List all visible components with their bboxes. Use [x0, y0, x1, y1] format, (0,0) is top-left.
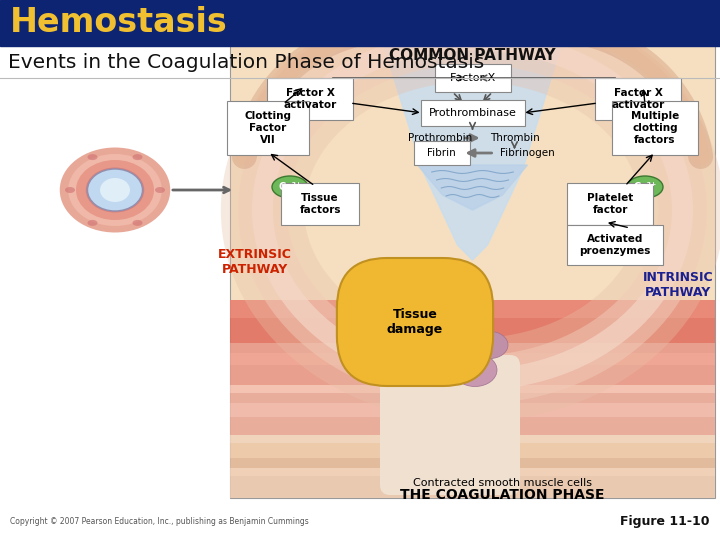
- Ellipse shape: [68, 154, 162, 226]
- Ellipse shape: [88, 220, 97, 226]
- Text: Multiple
clotting
factors: Multiple clotting factors: [631, 111, 679, 145]
- Text: Hemostasis: Hemostasis: [10, 6, 228, 39]
- Bar: [230, 458, 715, 468]
- Bar: [230, 476, 715, 498]
- Text: Prothrombinase: Prothrombinase: [428, 108, 516, 118]
- Bar: [230, 343, 715, 353]
- Bar: [230, 353, 715, 365]
- FancyBboxPatch shape: [612, 101, 698, 155]
- Ellipse shape: [627, 176, 663, 198]
- Text: Copyright © 2007 Pearson Education, Inc., publishing as Benjamin Cummings: Copyright © 2007 Pearson Education, Inc.…: [10, 517, 309, 526]
- Ellipse shape: [463, 314, 493, 336]
- Bar: [230, 42, 715, 498]
- Text: THE COAGULATION PHASE: THE COAGULATION PHASE: [400, 488, 605, 502]
- Bar: [230, 417, 715, 435]
- Ellipse shape: [88, 154, 97, 160]
- Text: Platelet
factor: Platelet factor: [587, 193, 633, 215]
- Ellipse shape: [86, 167, 144, 213]
- Text: Figure 11-10: Figure 11-10: [621, 516, 710, 529]
- Ellipse shape: [412, 334, 468, 376]
- FancyBboxPatch shape: [380, 355, 520, 495]
- Bar: [230, 300, 715, 318]
- Polygon shape: [382, 42, 562, 260]
- Ellipse shape: [397, 332, 433, 359]
- Text: Events in the Coagulation Phase of Hemostasis: Events in the Coagulation Phase of Hemos…: [8, 52, 485, 71]
- Text: Ca²⁺: Ca²⁺: [634, 182, 657, 192]
- Text: Ca²⁺: Ca²⁺: [279, 182, 302, 192]
- FancyBboxPatch shape: [413, 141, 469, 165]
- Text: Clotting
Factor
VII: Clotting Factor VII: [245, 111, 292, 145]
- FancyBboxPatch shape: [595, 78, 681, 120]
- Text: Thrombin: Thrombin: [490, 133, 539, 143]
- Ellipse shape: [92, 172, 138, 207]
- Text: Prothrombin: Prothrombin: [408, 133, 472, 143]
- Ellipse shape: [132, 220, 143, 226]
- Ellipse shape: [272, 176, 308, 198]
- Bar: [230, 403, 715, 417]
- Text: Activated
proenzymes: Activated proenzymes: [580, 234, 651, 256]
- Bar: [230, 435, 715, 443]
- Text: Tissue
damage: Tissue damage: [387, 308, 443, 336]
- Text: INTRINSIC
PATHWAY: INTRINSIC PATHWAY: [643, 271, 714, 299]
- Bar: [230, 468, 715, 476]
- Text: Tissue
factors: Tissue factors: [300, 193, 341, 215]
- Ellipse shape: [100, 178, 130, 202]
- Ellipse shape: [453, 354, 497, 387]
- Text: Contracted smooth muscle cells: Contracted smooth muscle cells: [413, 478, 592, 488]
- Ellipse shape: [440, 325, 480, 355]
- Ellipse shape: [414, 358, 446, 382]
- Bar: [230, 385, 715, 393]
- FancyBboxPatch shape: [567, 225, 663, 265]
- Bar: [230, 393, 715, 403]
- Text: Factor X
activator: Factor X activator: [284, 88, 337, 110]
- FancyBboxPatch shape: [420, 100, 524, 126]
- FancyBboxPatch shape: [267, 78, 353, 120]
- Polygon shape: [418, 165, 528, 210]
- Ellipse shape: [472, 332, 508, 359]
- FancyBboxPatch shape: [567, 183, 653, 225]
- Text: Factor X: Factor X: [450, 73, 495, 83]
- Text: EXTRINSIC
PATHWAY: EXTRINSIC PATHWAY: [218, 248, 292, 276]
- Text: Fibrinogen: Fibrinogen: [500, 148, 555, 158]
- FancyBboxPatch shape: [434, 64, 510, 92]
- Ellipse shape: [132, 154, 143, 160]
- FancyBboxPatch shape: [227, 101, 309, 155]
- Text: Fibrin: Fibrin: [427, 148, 456, 158]
- Ellipse shape: [88, 169, 143, 211]
- Ellipse shape: [65, 187, 75, 193]
- Bar: [0, 0, 720, 46]
- Ellipse shape: [76, 160, 154, 220]
- Ellipse shape: [435, 314, 465, 336]
- Text: COMMON PATHWAY: COMMON PATHWAY: [390, 48, 556, 63]
- Bar: [230, 365, 715, 385]
- Ellipse shape: [155, 187, 165, 193]
- Bar: [230, 443, 715, 458]
- Bar: [230, 318, 715, 343]
- FancyBboxPatch shape: [281, 183, 359, 225]
- Text: Factor X
activator: Factor X activator: [611, 88, 665, 110]
- Ellipse shape: [60, 147, 170, 233]
